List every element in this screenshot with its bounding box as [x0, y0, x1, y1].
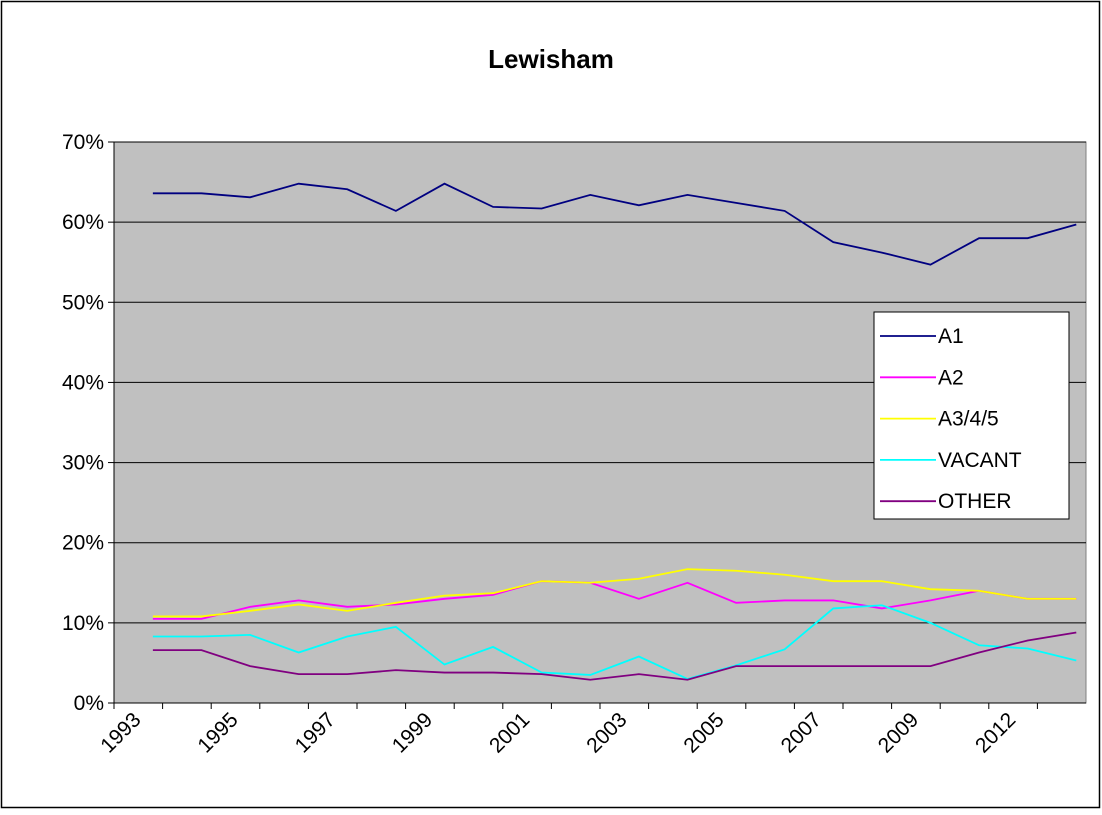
- y-tick-label: 0%: [74, 692, 104, 715]
- y-tick-label: 70%: [62, 131, 104, 154]
- legend-label: OTHER: [938, 490, 1012, 513]
- y-tick-label: 10%: [62, 612, 104, 635]
- legend-label: A2: [938, 366, 964, 389]
- legend-box: [873, 311, 1070, 520]
- y-tick-label: 20%: [62, 532, 104, 555]
- series-line: [152, 631, 1077, 681]
- legend-label: VACANT: [938, 449, 1022, 472]
- series-line: [152, 604, 1077, 680]
- legend-label: A3/4/5: [938, 408, 999, 431]
- y-tick-label: 60%: [62, 211, 104, 234]
- legend-label: A1: [938, 325, 964, 348]
- chart-title: Lewisham: [488, 44, 614, 74]
- series-line: [152, 568, 1077, 618]
- series-line: [152, 182, 1077, 266]
- y-tick-label: 50%: [62, 291, 104, 314]
- y-tick-label: 30%: [62, 452, 104, 475]
- y-tick-label: 40%: [62, 371, 104, 394]
- series-line: [152, 580, 1077, 620]
